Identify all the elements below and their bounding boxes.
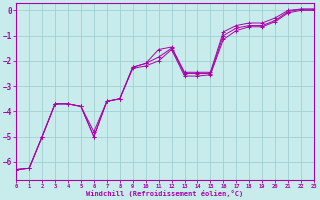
- X-axis label: Windchill (Refroidissement éolien,°C): Windchill (Refroidissement éolien,°C): [86, 190, 244, 197]
